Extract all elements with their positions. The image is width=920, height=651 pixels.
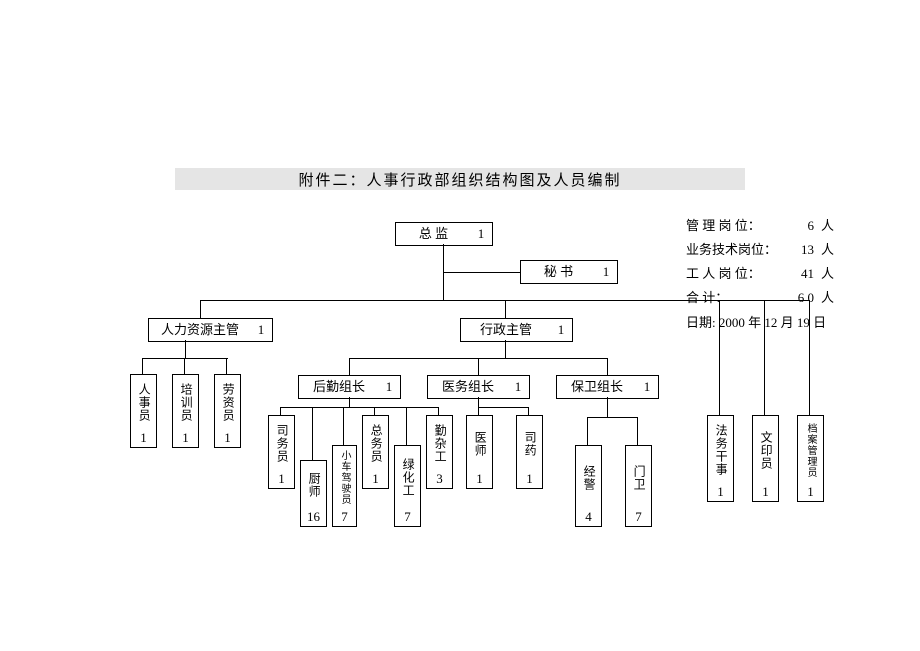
- node-payroll: 劳资员: [214, 374, 241, 431]
- node-sec-leader: 保卫组长: [556, 375, 638, 399]
- node-director: 总 监: [395, 222, 472, 246]
- node-siwuyuan: 司务员: [268, 415, 295, 472]
- node-driver: 小车驾驶员: [332, 445, 357, 510]
- node-guard: 门卫: [625, 445, 652, 510]
- node-hr-sup: 人力资源主管: [148, 318, 252, 342]
- label: 总 监: [419, 227, 448, 241]
- summary-row: 合 计： 6 0 人: [685, 287, 835, 309]
- count-hr-sup: 1: [250, 318, 273, 342]
- node-green: 绿化工: [394, 445, 421, 510]
- count-director: 1: [470, 222, 493, 246]
- node-zongwu: 总务员: [362, 415, 389, 472]
- connector: [443, 244, 444, 272]
- summary-unit: 人: [817, 215, 835, 237]
- node-hr-staff: 人事员: [130, 374, 157, 431]
- node-log-leader: 后勤组长: [298, 375, 380, 399]
- summary-row: 管 理 岗 位： 6 人: [685, 215, 835, 237]
- summary-num: 6: [785, 215, 815, 237]
- title-bar: 附件二：人事行政部组织结构图及人员编制: [175, 168, 745, 190]
- count-secretary: 1: [595, 260, 618, 284]
- node-secretary: 秘 书: [520, 260, 597, 284]
- node-archive: 档案管理员: [797, 415, 824, 485]
- node-doctor: 医师: [466, 415, 493, 472]
- node-admin-sup: 行政主管: [460, 318, 552, 342]
- summary-date-row: 日期: 2000 年 12 月 19 日: [685, 312, 835, 334]
- count-admin-sup: 1: [550, 318, 573, 342]
- date-label: 日期:: [686, 315, 716, 330]
- date-value: 2000 年 12 月 19 日: [719, 315, 826, 330]
- node-police: 经警: [575, 445, 602, 510]
- node-pharm: 司药: [516, 415, 543, 472]
- node-print: 文印员: [752, 415, 779, 485]
- node-med-leader: 医务组长: [427, 375, 509, 399]
- summary-row: 业务技术岗位： 13 人: [685, 239, 835, 261]
- node-legal: 法务干事: [707, 415, 734, 485]
- node-trainer: 培训员: [172, 374, 199, 431]
- summary-row: 工 人 岗 位： 41 人: [685, 263, 835, 285]
- node-qinza: 勤杂工: [426, 415, 453, 472]
- summary-label: 管 理 岗 位：: [685, 215, 783, 237]
- title-text: 附件二：人事行政部组织结构图及人员编制: [298, 169, 621, 190]
- node-cook: 厨师: [300, 460, 327, 510]
